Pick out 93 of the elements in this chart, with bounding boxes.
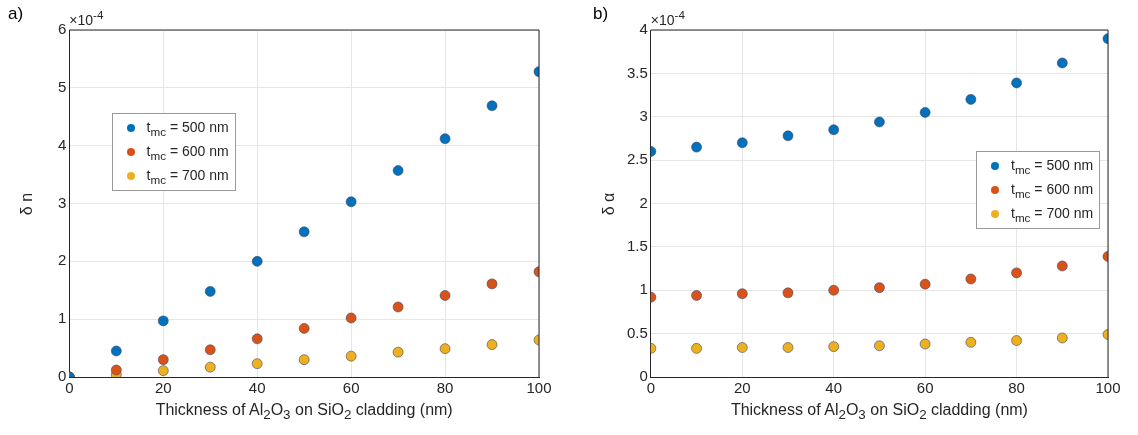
x-tick-label: 100: [526, 379, 552, 397]
x-tick-label: 80: [436, 379, 454, 397]
x-tick-label: 40: [825, 379, 843, 397]
point: [111, 364, 122, 376]
point: [1056, 57, 1068, 69]
legend-label: t$_{mc}$ = 600 nm: [1011, 181, 1094, 200]
point: [392, 165, 404, 176]
text: ×10$^{-4}$: [69, 8, 104, 28]
point: [919, 278, 931, 290]
point: [782, 287, 794, 299]
point: [736, 342, 748, 353]
point: [782, 130, 794, 142]
text: ×10$^{-4}$: [650, 8, 685, 28]
y-tick-label: 3: [639, 106, 648, 124]
x-tick-label: 100: [1095, 379, 1121, 397]
point: [251, 256, 263, 267]
point: [691, 141, 702, 153]
point: [965, 94, 977, 105]
point: [345, 312, 357, 324]
point: [1056, 332, 1068, 344]
y-tick-label: 0: [58, 367, 67, 385]
y-tick-label: 1: [58, 309, 67, 327]
point: [874, 116, 885, 128]
point: [1011, 267, 1022, 279]
point: [439, 290, 451, 301]
y-tick-label: 4: [58, 135, 67, 153]
y-tick-label: 1.5: [626, 237, 648, 255]
point: [345, 196, 357, 208]
point: [204, 361, 216, 373]
point: [392, 301, 404, 313]
y-tick-label: 1: [639, 280, 648, 298]
y-tick-label: 0: [639, 367, 648, 385]
point: [965, 337, 977, 348]
point: [157, 365, 169, 376]
point: [157, 315, 169, 327]
point: [439, 133, 451, 145]
point: [874, 340, 885, 352]
x-tick-label: 20: [733, 379, 751, 397]
point: [204, 286, 216, 297]
point: [828, 341, 840, 352]
legend-label: t$_{mc}$ = 600 nm: [146, 142, 229, 162]
point: [874, 282, 885, 293]
point: [439, 343, 451, 354]
point: [1056, 260, 1068, 272]
point: [1011, 77, 1022, 89]
x-axis-title: Thickness of Al$_{2}$O$_{3}$ on SiO$_{2}$ cladding (nm): [729, 401, 1029, 423]
y-axis-title: δ α: [599, 192, 618, 215]
point: [486, 100, 498, 112]
point: [345, 350, 357, 362]
point: [919, 338, 931, 350]
point: [298, 323, 310, 334]
x-tick-label: 80: [1008, 379, 1025, 397]
point: [691, 290, 702, 301]
point: [486, 278, 498, 290]
point: [251, 358, 263, 369]
point: [298, 226, 310, 238]
y-tick-label: 4: [639, 20, 648, 38]
y-tick-label: 6: [58, 20, 67, 38]
x-tick-label: 60: [342, 379, 360, 397]
legend-label: t$_{mc}$ = 700 nm: [1011, 205, 1094, 224]
point: [736, 137, 748, 149]
y-tick-label: 2: [639, 193, 648, 211]
point: [298, 354, 310, 365]
y-tick-label: 2: [58, 251, 67, 269]
point: [1011, 335, 1022, 346]
chart-title: b): [593, 4, 609, 24]
point: [828, 284, 840, 296]
point: [965, 273, 977, 285]
legend-label: t$_{mc}$ = 700 nm: [146, 166, 229, 186]
x-axis-title: Thickness of Al$_{2}$O$_{3}$ on SiO$_{2}$ cladding (nm): [154, 401, 454, 423]
y-tick-label: 5: [58, 77, 67, 95]
y-tick-label: 0.5: [626, 323, 648, 341]
point: [251, 333, 263, 345]
point: [486, 339, 498, 350]
legend-label: t$_{mc}$ = 500 nm: [146, 118, 229, 138]
y-tick-label: 3.5: [626, 63, 648, 81]
x-tick-label: 60: [916, 379, 934, 397]
point: [392, 346, 404, 358]
chart-title: a): [8, 4, 24, 24]
y-tick-label: 2.5: [626, 150, 648, 168]
legend-label: t$_{mc}$ = 500 nm: [1011, 157, 1094, 176]
point: [736, 288, 748, 300]
point: [782, 342, 794, 353]
y-tick-label: 3: [58, 193, 67, 211]
point: [691, 343, 702, 354]
x-tick-label: 20: [154, 379, 172, 397]
point: [828, 124, 840, 136]
point: [919, 107, 931, 118]
x-tick-label: 40: [248, 379, 266, 397]
point: [111, 345, 122, 357]
y-axis-title: δ n: [18, 192, 37, 215]
point: [157, 354, 169, 365]
point: [204, 344, 216, 356]
